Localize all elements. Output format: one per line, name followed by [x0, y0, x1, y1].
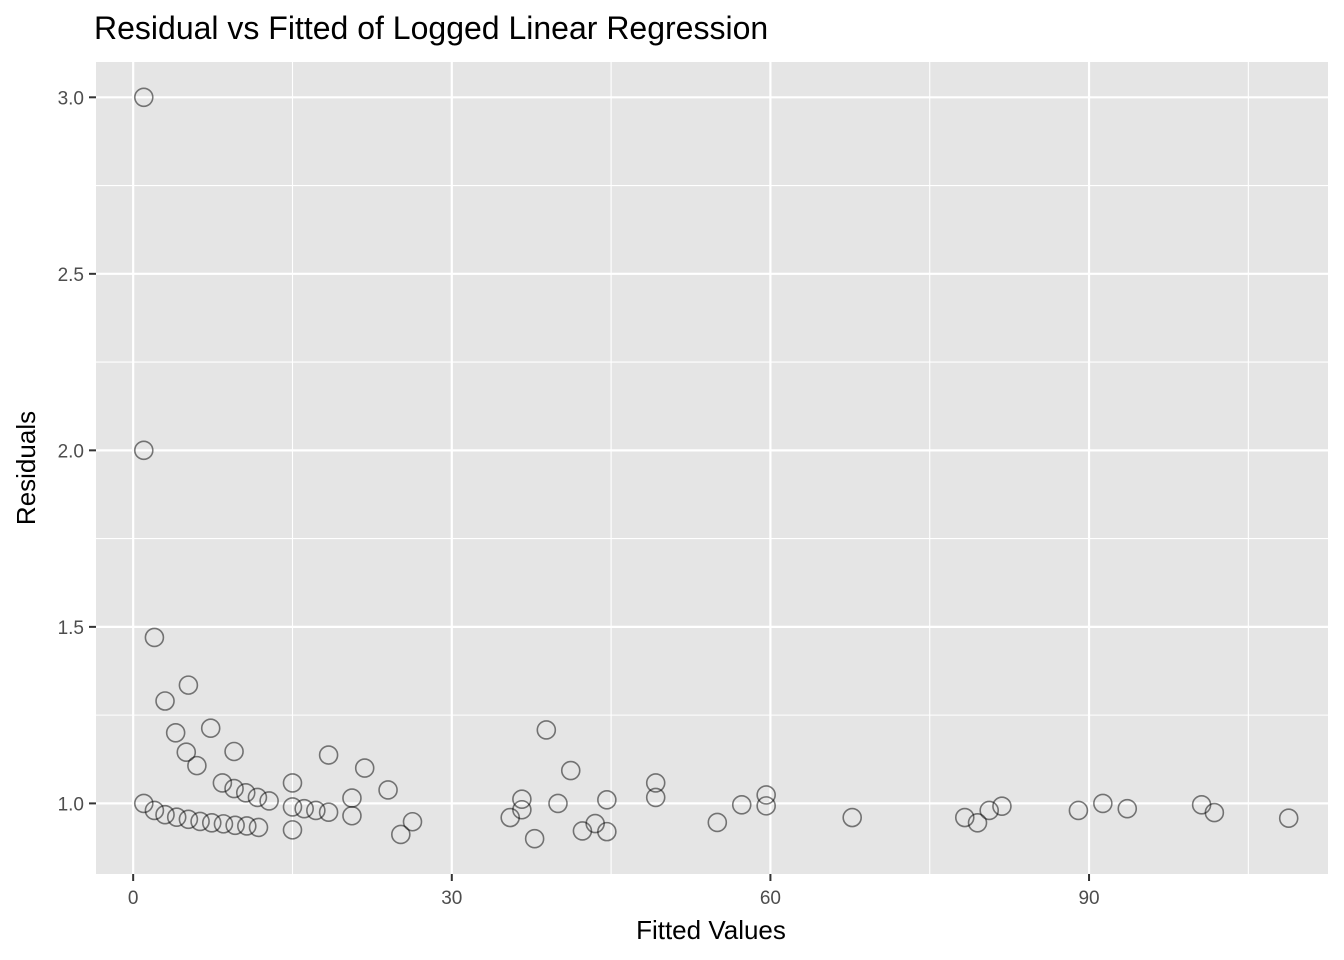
data-point: [512, 799, 532, 820]
data-point: [560, 760, 581, 781]
plot-panel: [96, 62, 1328, 874]
data-point: [178, 809, 199, 830]
data-point: [645, 773, 666, 793]
data-point: [248, 817, 269, 838]
data-point: [213, 814, 234, 834]
data-points: [133, 87, 1299, 849]
data-point: [144, 800, 165, 821]
data-point: [201, 813, 222, 833]
data-point: [597, 821, 617, 842]
data-point: [402, 811, 423, 832]
data-point: [756, 785, 776, 805]
data-point: [224, 741, 244, 762]
x-tick-label: 60: [760, 888, 781, 909]
y-tick-label: 2.5: [58, 265, 84, 286]
data-point: [166, 807, 187, 827]
data-point: [235, 782, 256, 803]
y-tick-label: 1.5: [58, 618, 84, 639]
major-gridlines: [96, 62, 1328, 874]
x-tick-label: 90: [1078, 888, 1099, 909]
y-axis-title: Residuals: [11, 411, 41, 525]
data-point: [294, 798, 314, 819]
data-point: [318, 745, 339, 765]
chart-title: Residual vs Fitted of Logged Linear Regr…: [94, 10, 768, 46]
data-point: [342, 805, 362, 826]
y-tick-label: 3.0: [58, 88, 84, 109]
data-point: [144, 627, 165, 648]
data-point: [155, 804, 175, 825]
data-point: [187, 755, 207, 776]
data-point: [992, 796, 1012, 817]
data-point: [954, 807, 975, 828]
data-point: [212, 773, 233, 793]
data-point: [500, 807, 521, 828]
data-point: [190, 811, 210, 832]
data-point: [756, 796, 776, 816]
x-axis-title: Fitted Values: [636, 915, 786, 945]
data-point: [282, 773, 303, 793]
data-point: [1117, 798, 1138, 819]
data-point: [282, 820, 303, 840]
data-point: [524, 828, 545, 849]
y-tick-label: 2.0: [58, 441, 84, 462]
data-point: [1068, 800, 1089, 821]
data-point: [391, 824, 411, 845]
data-point: [178, 675, 199, 695]
data-point: [282, 797, 303, 817]
data-point: [306, 800, 326, 821]
data-point: [259, 791, 279, 811]
data-point: [378, 780, 398, 800]
data-point: [842, 807, 862, 828]
data-point: [707, 812, 728, 833]
x-tick-label: 0: [128, 888, 139, 909]
x-tick-label: 30: [441, 888, 462, 909]
data-point: [645, 787, 666, 808]
data-point: [155, 691, 175, 711]
data-point: [1093, 793, 1113, 814]
y-axis: 1.0 1.5 2.0 2.5 3.0: [58, 88, 96, 815]
y-tick-label: 1.0: [58, 794, 84, 815]
data-point: [133, 793, 154, 814]
data-point: [176, 742, 197, 763]
data-point: [597, 790, 617, 810]
data-point: [536, 720, 557, 740]
data-point: [1278, 808, 1299, 829]
data-point: [318, 802, 339, 823]
data-point: [1204, 802, 1225, 823]
data-point: [165, 722, 186, 743]
data-point: [200, 718, 221, 738]
data-point: [731, 795, 752, 815]
data-point: [967, 813, 988, 833]
x-axis: 0 30 60 90: [128, 874, 1100, 909]
data-point: [224, 778, 244, 799]
data-point: [512, 789, 532, 809]
data-point: [133, 87, 154, 108]
data-point: [225, 815, 245, 836]
data-point: [133, 440, 154, 461]
minor-gridlines: [96, 62, 1328, 874]
data-point: [979, 800, 1000, 821]
data-point: [237, 816, 257, 836]
data-point: [354, 758, 375, 778]
data-point: [548, 793, 568, 814]
data-point: [247, 787, 268, 808]
